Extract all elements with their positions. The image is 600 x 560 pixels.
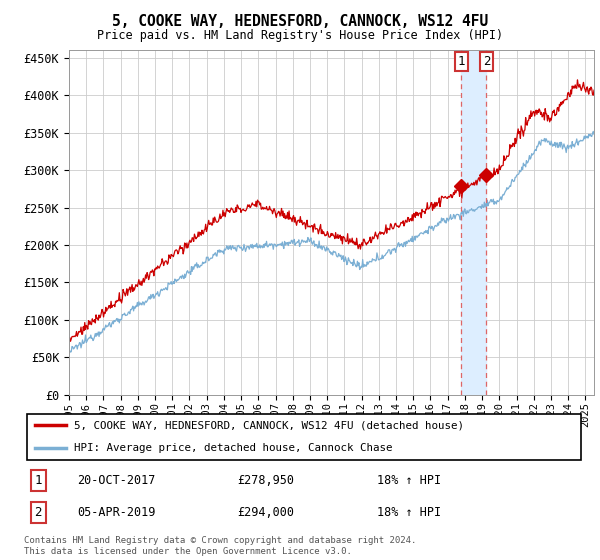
Text: 1: 1	[458, 55, 465, 68]
Text: 18% ↑ HPI: 18% ↑ HPI	[377, 474, 442, 487]
Text: Contains HM Land Registry data © Crown copyright and database right 2024.
This d: Contains HM Land Registry data © Crown c…	[24, 536, 416, 556]
Text: 20-OCT-2017: 20-OCT-2017	[77, 474, 155, 487]
Text: Price paid vs. HM Land Registry's House Price Index (HPI): Price paid vs. HM Land Registry's House …	[97, 29, 503, 42]
Text: 05-APR-2019: 05-APR-2019	[77, 506, 155, 519]
Text: HPI: Average price, detached house, Cannock Chase: HPI: Average price, detached house, Cann…	[74, 444, 393, 454]
Text: £278,950: £278,950	[237, 474, 294, 487]
Bar	[461, 50, 487, 395]
Text: £294,000: £294,000	[237, 506, 294, 519]
FancyBboxPatch shape	[27, 414, 581, 460]
Text: 2: 2	[34, 506, 42, 519]
Text: 1: 1	[34, 474, 42, 487]
Text: 18% ↑ HPI: 18% ↑ HPI	[377, 506, 442, 519]
Text: 5, COOKE WAY, HEDNESFORD, CANNOCK, WS12 4FU (detached house): 5, COOKE WAY, HEDNESFORD, CANNOCK, WS12 …	[74, 420, 464, 430]
Text: 5, COOKE WAY, HEDNESFORD, CANNOCK, WS12 4FU: 5, COOKE WAY, HEDNESFORD, CANNOCK, WS12 …	[112, 14, 488, 29]
Text: 2: 2	[482, 55, 490, 68]
